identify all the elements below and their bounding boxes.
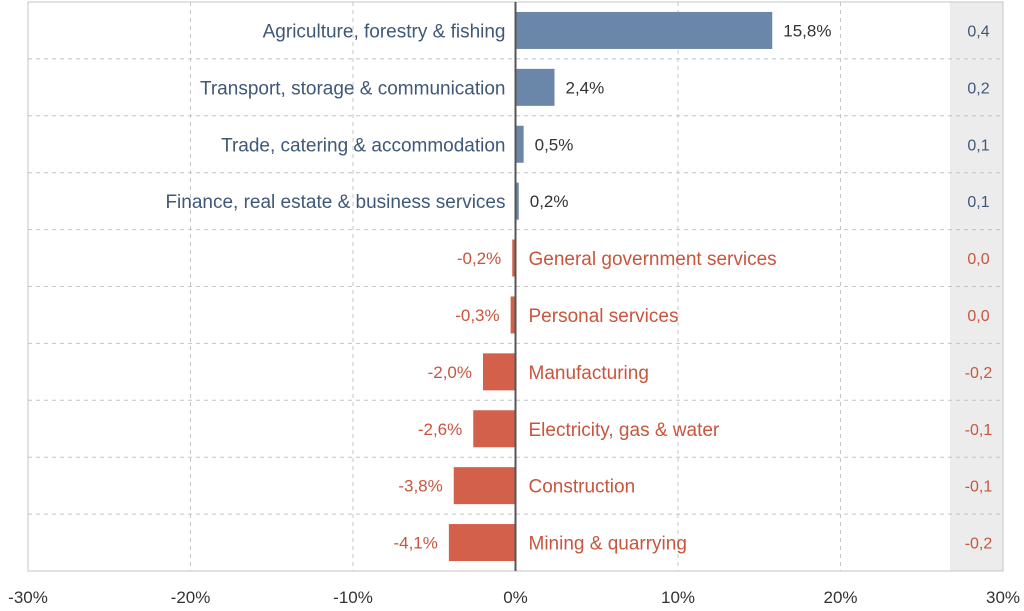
bar — [512, 239, 516, 277]
bar — [483, 353, 516, 391]
category-label: Manufacturing — [529, 363, 649, 384]
value-label: 0,5% — [535, 135, 574, 154]
category-label: Transport, storage & communication — [200, 78, 506, 99]
category-label: Personal services — [529, 306, 679, 327]
x-tick-label: 30% — [986, 588, 1020, 607]
side-value-label: 0,2 — [967, 80, 989, 97]
bar — [453, 467, 516, 505]
side-value-label: -0,2 — [965, 365, 993, 382]
value-label: -2,6% — [418, 420, 462, 439]
x-tick-label: 0% — [503, 588, 528, 607]
side-value-label: 0,0 — [967, 308, 989, 325]
side-value-label: 0,1 — [967, 194, 989, 211]
category-label: Construction — [529, 477, 636, 498]
value-label: -2,0% — [428, 363, 472, 382]
bar — [515, 11, 773, 49]
side-value-label: -0,1 — [965, 422, 993, 439]
category-label: General government services — [529, 249, 777, 270]
bar — [515, 125, 524, 163]
bar — [515, 68, 555, 106]
category-label: Finance, real estate & business services — [165, 192, 505, 213]
value-label: -0,2% — [457, 249, 501, 268]
category-label: Agriculture, forestry & fishing — [263, 21, 506, 42]
bar — [473, 410, 516, 448]
bar — [448, 524, 516, 562]
x-tick-label: -20% — [171, 588, 211, 607]
side-value-label: -0,1 — [965, 479, 993, 496]
value-label: 15,8% — [783, 21, 831, 40]
side-value-label: 0,4 — [967, 23, 989, 40]
x-tick-label: 10% — [661, 588, 695, 607]
category-label: Trade, catering & accommodation — [221, 135, 505, 156]
category-label: Mining & quarrying — [529, 534, 687, 555]
value-label: -4,1% — [393, 534, 437, 553]
x-tick-label: 20% — [823, 588, 857, 607]
value-label: 0,2% — [530, 192, 569, 211]
side-value-label: 0,0 — [967, 251, 989, 268]
x-tick-label: -30% — [8, 588, 48, 607]
category-label: Electricity, gas & water — [529, 420, 720, 441]
value-label: -0,3% — [455, 306, 499, 325]
x-tick-label: -10% — [333, 588, 373, 607]
bar — [515, 182, 519, 220]
value-label: -3,8% — [398, 477, 442, 496]
bar — [510, 296, 516, 334]
side-value-label: 0,1 — [967, 137, 989, 154]
value-label: 2,4% — [566, 78, 605, 97]
side-value-label: -0,2 — [965, 536, 993, 553]
